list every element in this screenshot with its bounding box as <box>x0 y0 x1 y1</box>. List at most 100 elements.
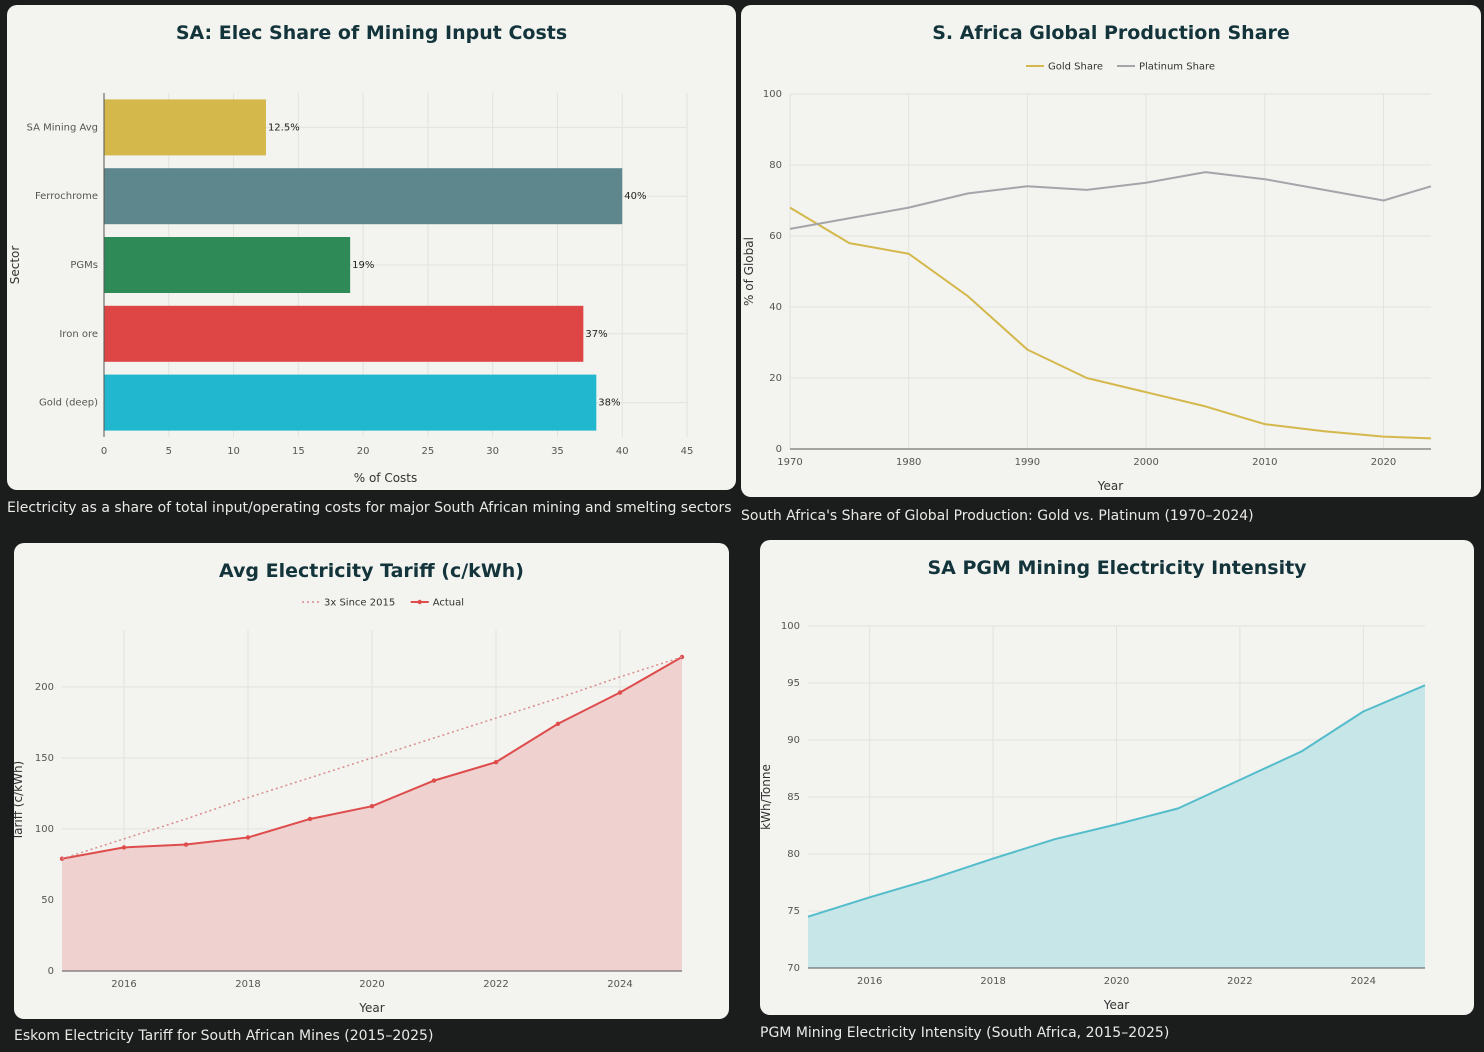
data-point <box>555 721 561 726</box>
x-tick-label: 2010 <box>1252 457 1277 468</box>
x-tick-label: 25 <box>422 446 435 457</box>
x-tick-label: 20 <box>357 446 370 457</box>
data-point <box>245 835 251 840</box>
x-tick-label: 2018 <box>235 979 260 990</box>
x-tick-label: 2000 <box>1133 457 1158 468</box>
x-tick-label: 2020 <box>359 979 384 990</box>
data-point <box>183 842 189 847</box>
y-tick-label: Iron ore <box>59 329 98 340</box>
chart-title: S. Africa Global Production Share <box>932 22 1290 44</box>
y-tick-label: 100 <box>35 824 54 835</box>
x-axis-title: % of Costs <box>354 471 418 485</box>
x-tick-label: 1980 <box>896 457 921 468</box>
chart-title: SA PGM Mining Electricity Intensity <box>927 557 1307 579</box>
x-tick-label: 5 <box>166 446 172 457</box>
y-tick-label: SA Mining Avg <box>27 122 98 133</box>
chart-panel-elec-share: SA: Elec Share of Mining Input Costs 0 5 1… <box>7 5 736 490</box>
y-tick-label: 70 <box>787 963 800 974</box>
y-tick-label: 50 <box>41 895 54 906</box>
y-tick-label: 95 <box>787 678 800 689</box>
series-line <box>789 206 1432 440</box>
series-area <box>62 656 682 971</box>
x-axis-title: Year <box>1103 998 1129 1012</box>
x-tick-label: 2024 <box>607 979 632 990</box>
y-tick-label: 0 <box>48 966 54 977</box>
y-tick-label: 40 <box>769 302 782 313</box>
x-tick-label: 2020 <box>1104 976 1129 987</box>
chart-panel-production-share: S. Africa Global Production Share 0 20 40 6… <box>741 5 1481 497</box>
bar <box>104 168 623 225</box>
series-line <box>807 684 1426 918</box>
y-tick-label: 100 <box>763 89 782 100</box>
x-tick-label: 2020 <box>1371 457 1396 468</box>
x-axis-title: Year <box>1097 479 1123 493</box>
data-point <box>617 690 623 695</box>
x-tick-label: 45 <box>681 446 694 457</box>
x-tick-label: 30 <box>486 446 499 457</box>
legend-label: Actual <box>433 598 464 609</box>
chart-title: Avg Electricity Tariff (c/kWh) <box>218 560 524 582</box>
x-tick-label: 2024 <box>1351 976 1376 987</box>
data-point <box>493 759 499 765</box>
x-tick-label: 2016 <box>857 976 882 987</box>
chart-title: SA: Elec Share of Mining Input Costs <box>175 22 568 44</box>
legend-label: Gold Share <box>1048 62 1103 73</box>
chart-caption: Electricity as a share of total input/op… <box>7 500 732 516</box>
bar-chart-svg: 0 5 10 15 20 25 30 35 40 45 SA Mining Avg 12.5% Ferr… <box>8 93 694 485</box>
data-label: 38% <box>598 398 620 409</box>
chart-caption: Eskom Electricity Tariff for South Afric… <box>14 1028 434 1044</box>
y-tick-label: Gold (deep) <box>39 398 98 409</box>
chart-panel-tariff: Avg Electricity Tariff (c/kWh) 0 50 100 150… <box>14 543 729 1019</box>
data-point <box>369 803 375 809</box>
y-axis-title: Sector <box>8 246 22 285</box>
y-tick-label: 150 <box>35 753 54 764</box>
y-tick-label: 200 <box>35 682 54 693</box>
y-tick-label: 85 <box>787 792 800 803</box>
data-point <box>431 778 437 783</box>
y-tick-label: 80 <box>769 160 782 171</box>
data-point <box>307 816 313 822</box>
series-area <box>808 685 1425 968</box>
x-tick-label: 15 <box>292 446 305 457</box>
series-line <box>61 656 683 860</box>
area-chart-svg: 70 75 80 85 90 95 100 2016 2018 2020 2022 2024 Year k… <box>760 621 1426 1012</box>
legend-marker <box>417 599 422 605</box>
x-tick-label: 2022 <box>1227 976 1252 987</box>
data-point <box>121 845 127 850</box>
y-tick-label: 75 <box>787 906 800 917</box>
y-tick-label: 90 <box>787 735 800 746</box>
data-label: 19% <box>352 260 374 271</box>
x-tick-label: 2016 <box>111 979 136 990</box>
y-tick-label: Ferrochrome <box>35 191 98 202</box>
y-tick-label: PGMs <box>70 260 98 271</box>
y-tick-label: 0 <box>776 444 782 455</box>
x-tick-label: 35 <box>551 446 564 457</box>
bar <box>104 305 584 362</box>
chart-caption: PGM Mining Electricity Intensity (South … <box>760 1025 1170 1041</box>
legend-label: 3x Since 2015 <box>324 598 395 609</box>
line-chart-svg: 0 20 40 60 80 100 1970 1980 1990 2000 2010 2020 Year… <box>742 62 1432 493</box>
y-tick-label: 100 <box>781 621 800 632</box>
y-tick-label: 60 <box>769 231 782 242</box>
data-label: 40% <box>624 191 646 202</box>
x-tick-label: 1970 <box>777 457 802 468</box>
data-label: 37% <box>585 329 607 340</box>
bar <box>104 374 597 431</box>
area-chart-svg: 0 50 100 150 200 2016 2018 2020 2022 2024 Year Tari… <box>14 598 685 1015</box>
y-axis-title: Tariff (c/kWh) <box>14 761 25 841</box>
y-axis-title: kWh/Tonne <box>760 764 773 830</box>
chart-caption: South Africa's Share of Global Productio… <box>741 508 1254 524</box>
y-axis-title: % of Global <box>742 237 756 306</box>
x-axis-title: Year <box>358 1001 384 1015</box>
series-line <box>789 171 1432 230</box>
bar <box>104 99 266 156</box>
bar <box>104 237 351 293</box>
y-tick-label: 20 <box>769 373 782 384</box>
chart-panel-pgm-intensity: SA PGM Mining Electricity Intensity 70 75… <box>760 540 1474 1015</box>
x-tick-label: 0 <box>101 446 107 457</box>
legend-label: Platinum Share <box>1139 62 1215 73</box>
x-tick-label: 2018 <box>980 976 1005 987</box>
x-tick-label: 1990 <box>1015 457 1040 468</box>
x-tick-label: 2022 <box>483 979 508 990</box>
data-label: 12.5% <box>268 122 300 133</box>
